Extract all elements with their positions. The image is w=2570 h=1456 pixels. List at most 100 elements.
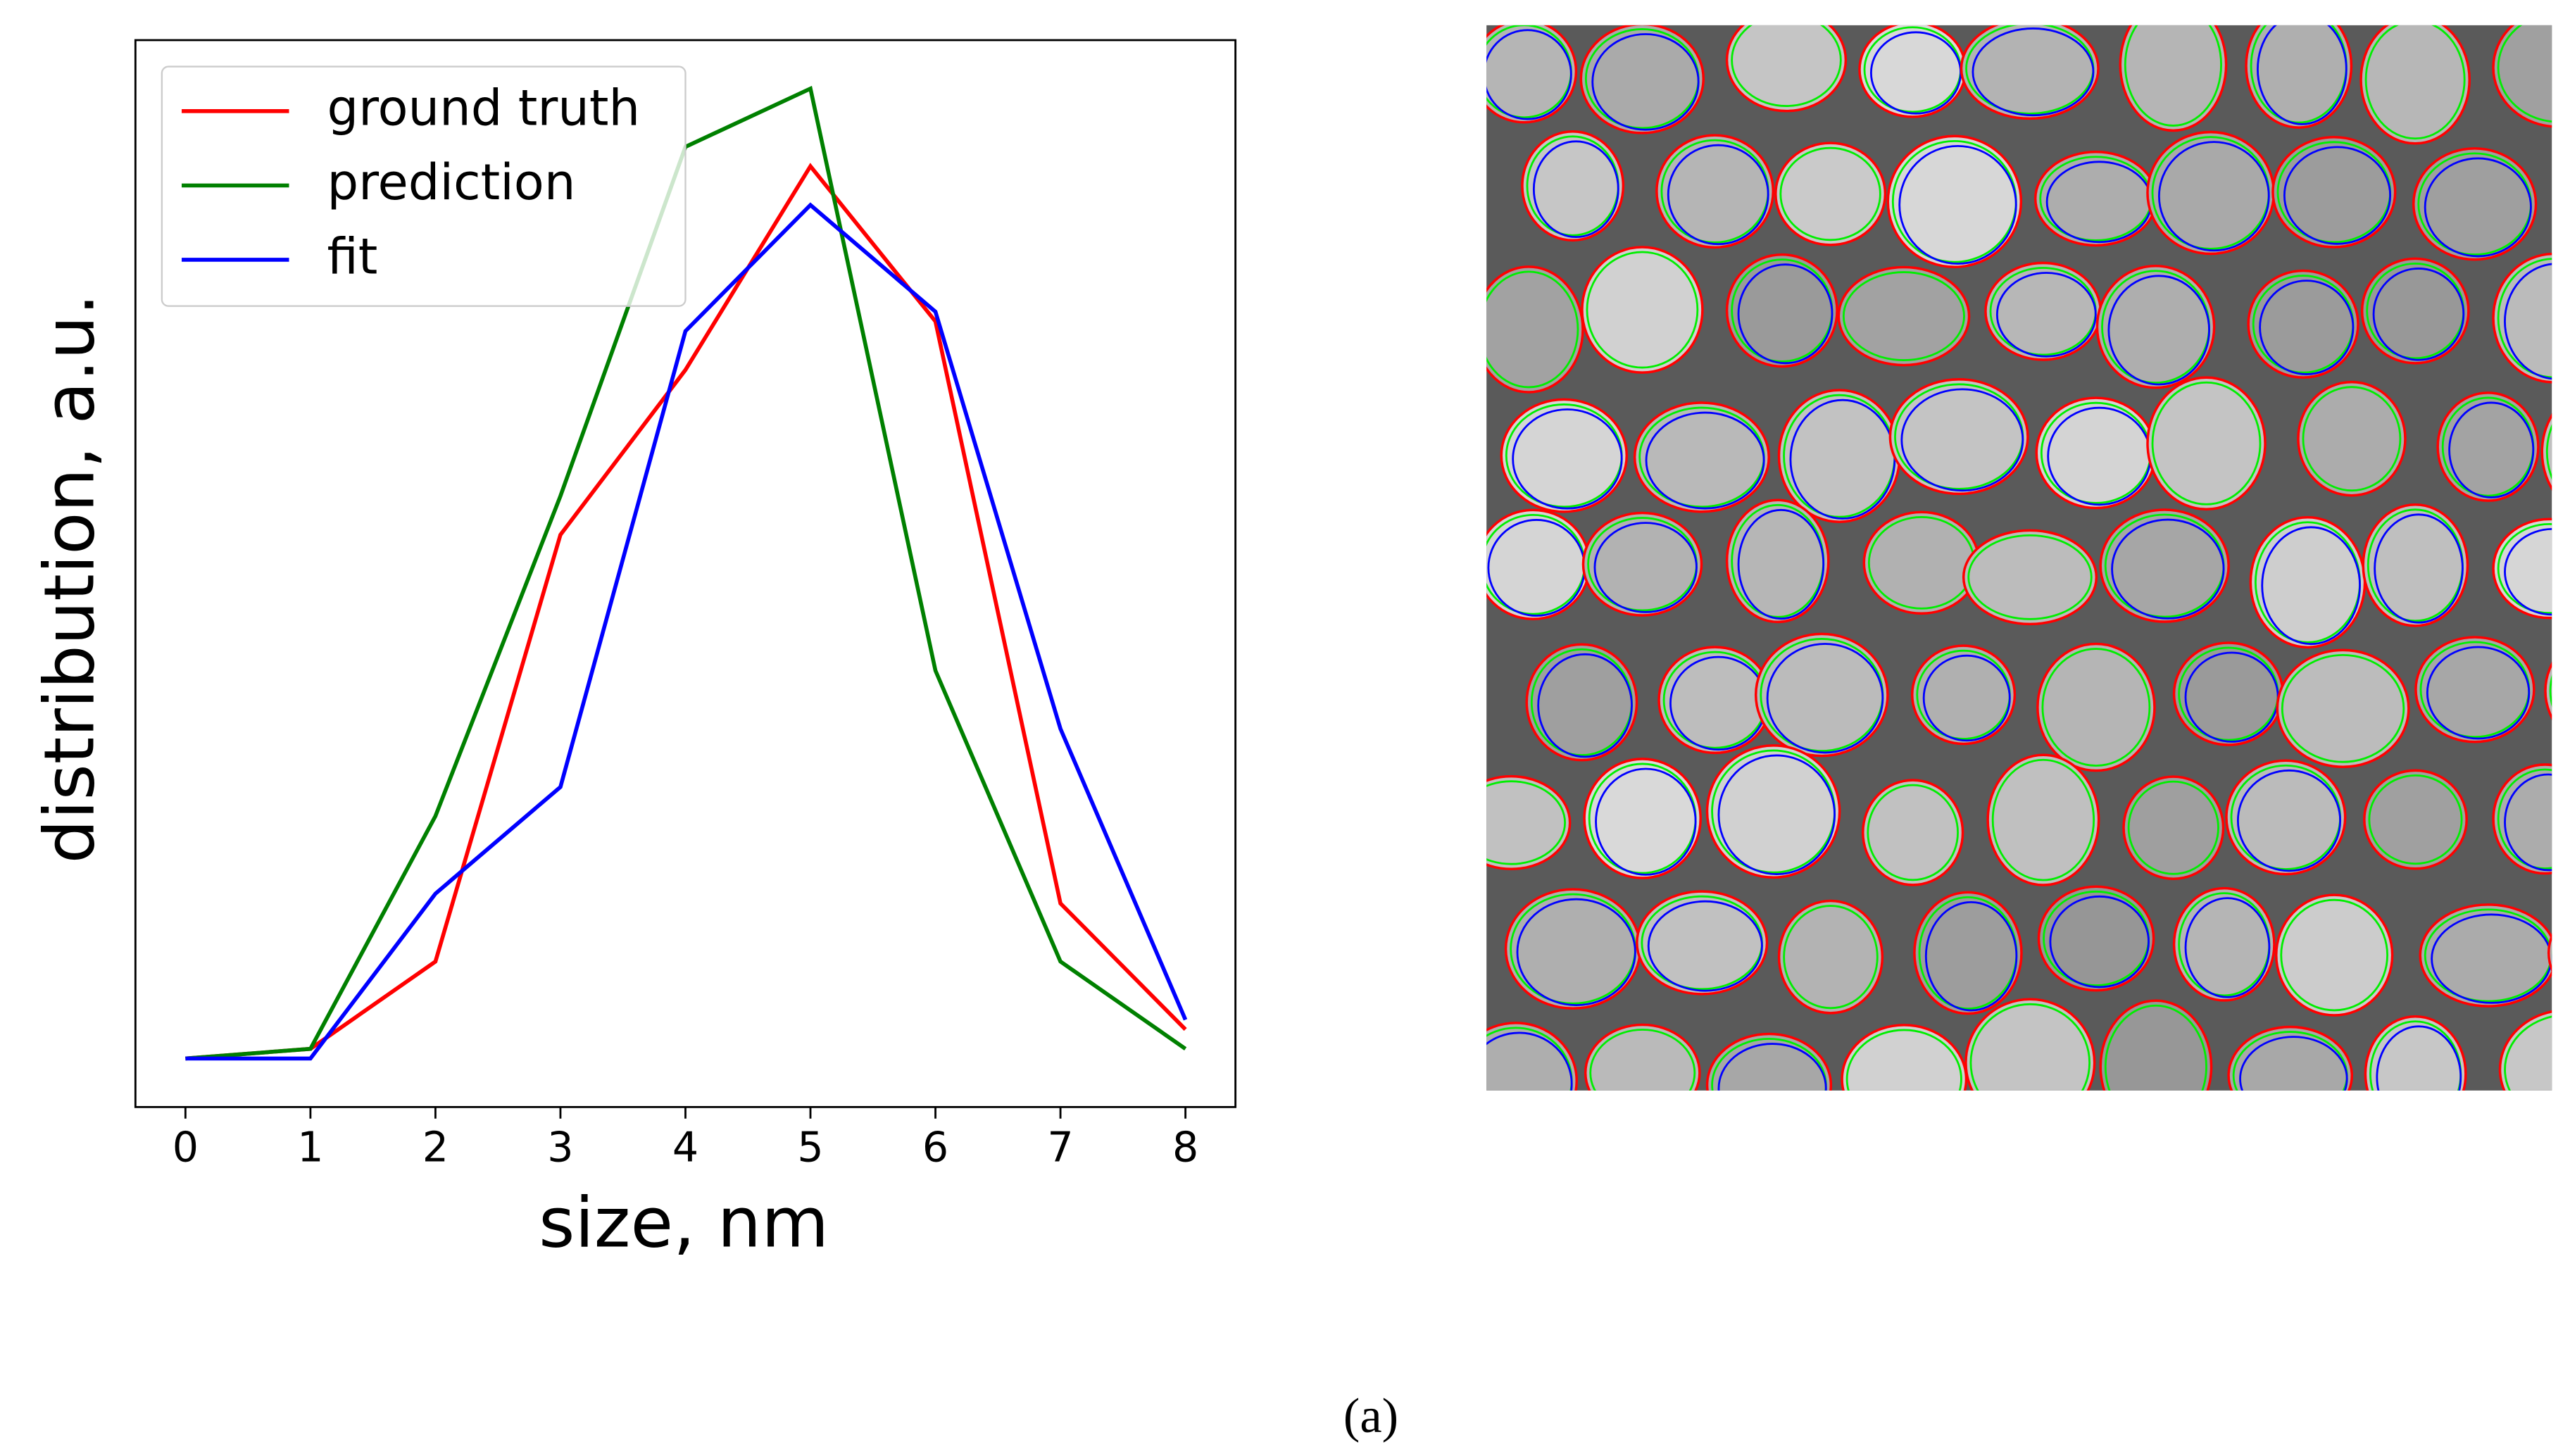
particle bbox=[2033, 150, 2158, 247]
particle-fit bbox=[1512, 408, 1623, 510]
particle bbox=[1500, 398, 1629, 513]
particle bbox=[1486, 508, 1591, 620]
particle bbox=[2119, 25, 2228, 132]
particle bbox=[1583, 758, 1702, 879]
legend-label: ground truth bbox=[327, 79, 640, 137]
particle-prediction bbox=[2364, 25, 2466, 140]
micrograph bbox=[1486, 25, 2570, 1091]
x-tick-label: 2 bbox=[422, 1123, 449, 1171]
particle-fit bbox=[1900, 388, 2024, 492]
particle-prediction bbox=[2127, 780, 2219, 875]
x-tick-label: 4 bbox=[672, 1123, 698, 1171]
particle-prediction bbox=[2302, 386, 2402, 492]
particle-fit bbox=[1516, 898, 1636, 1007]
particle-prediction bbox=[2545, 424, 2552, 480]
particle-prediction bbox=[1845, 1029, 1962, 1091]
particle-fit bbox=[1717, 754, 1836, 875]
particle bbox=[2360, 257, 2470, 365]
particle bbox=[1841, 1024, 1968, 1091]
particle-fit bbox=[2504, 263, 2552, 380]
particle-prediction bbox=[1589, 1029, 1696, 1091]
particle-prediction bbox=[1731, 25, 1842, 107]
particle-fit bbox=[1972, 27, 2095, 117]
legend-box bbox=[161, 65, 687, 307]
particle bbox=[1725, 25, 1848, 113]
particle-prediction bbox=[2497, 522, 2552, 615]
particle bbox=[2122, 775, 2225, 881]
particle bbox=[1913, 891, 2023, 1015]
particle-prediction bbox=[1486, 270, 1579, 389]
particle bbox=[1705, 744, 1841, 879]
particle-prediction bbox=[1991, 758, 2095, 881]
particle-fit bbox=[1647, 900, 1763, 992]
particle-fit bbox=[2376, 1025, 2462, 1091]
particle bbox=[2498, 1010, 2552, 1091]
particle bbox=[2249, 515, 2367, 649]
particle-fit bbox=[1532, 140, 1619, 239]
particle-fit bbox=[2236, 769, 2342, 872]
particle-prediction bbox=[1867, 784, 1959, 881]
particle bbox=[2099, 508, 2230, 623]
particle bbox=[1862, 779, 1964, 886]
particle bbox=[2414, 636, 2535, 743]
particle-fit bbox=[2239, 1036, 2348, 1091]
particle bbox=[2271, 136, 2397, 249]
particle bbox=[1636, 890, 1769, 996]
particle-fit bbox=[2184, 897, 2271, 998]
legend-label: prediction bbox=[327, 153, 575, 211]
x-tick-label: 7 bbox=[1047, 1123, 1073, 1171]
particle-fit bbox=[2259, 280, 2355, 375]
particle bbox=[2436, 391, 2540, 502]
particle bbox=[2036, 642, 2156, 772]
particle-prediction bbox=[2554, 903, 2570, 1003]
particle bbox=[1754, 632, 1889, 758]
particle-fit bbox=[2107, 275, 2210, 386]
line-series bbox=[185, 163, 1187, 1061]
x-tick-label: 3 bbox=[547, 1123, 573, 1171]
particle-fit bbox=[2111, 518, 2225, 620]
particle-prediction bbox=[2549, 674, 2552, 708]
particle-prediction bbox=[2124, 25, 2222, 127]
x-tick-label: 0 bbox=[173, 1123, 199, 1171]
particle bbox=[1725, 253, 1838, 368]
particle-fit bbox=[2448, 401, 2535, 498]
particle-prediction bbox=[2280, 898, 2388, 1012]
particle-prediction bbox=[1586, 251, 1699, 369]
particle bbox=[1581, 246, 1704, 374]
particle-fit bbox=[2554, 398, 2570, 513]
x-axis-label: size, nm bbox=[539, 1183, 829, 1263]
particle bbox=[1886, 134, 2023, 268]
particle bbox=[1837, 265, 1971, 367]
particle-fit bbox=[1995, 272, 2097, 358]
particle bbox=[2099, 999, 2213, 1091]
particle-fit bbox=[1486, 29, 1572, 120]
particle bbox=[1486, 1022, 1578, 1091]
y-axis-label: distribution, a.u. bbox=[30, 294, 110, 863]
particle bbox=[1725, 498, 1830, 624]
particle-prediction bbox=[2104, 1004, 2207, 1091]
particle bbox=[2035, 396, 2157, 510]
particle-prediction bbox=[1779, 146, 1881, 241]
particle-fit bbox=[2426, 646, 2531, 740]
particle-prediction bbox=[2504, 1015, 2552, 1091]
particle-prediction bbox=[1969, 1003, 2091, 1091]
particle-fit bbox=[2560, 908, 2570, 1004]
particles bbox=[1486, 25, 2570, 1091]
particle bbox=[1705, 1032, 1833, 1091]
particle bbox=[1525, 643, 1638, 762]
x-tick-label: 5 bbox=[797, 1123, 823, 1171]
particle bbox=[2297, 380, 2407, 497]
particle bbox=[1581, 511, 1703, 617]
particle-fit bbox=[2157, 141, 2270, 252]
particle bbox=[1888, 378, 2029, 496]
particle bbox=[2544, 661, 2552, 720]
particle-prediction bbox=[1783, 905, 1879, 1010]
particle-fit bbox=[1898, 144, 2017, 265]
caption: (a) bbox=[1343, 1388, 1398, 1443]
particle-prediction bbox=[2497, 768, 2552, 870]
particle-prediction bbox=[1967, 534, 2093, 620]
particle bbox=[2492, 25, 2552, 128]
particle-fit bbox=[2504, 528, 2552, 616]
particle-prediction bbox=[2497, 258, 2552, 379]
